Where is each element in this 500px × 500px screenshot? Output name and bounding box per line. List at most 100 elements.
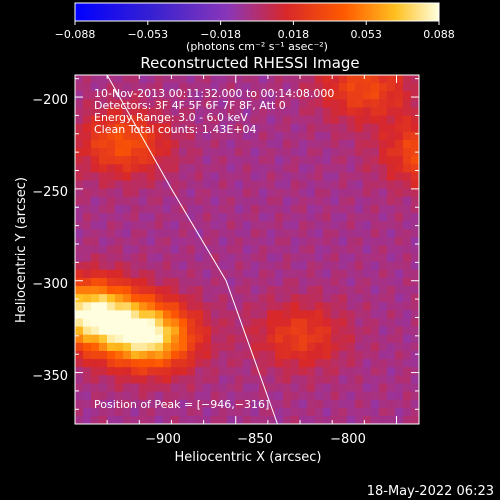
heatmap-cell <box>83 391 92 401</box>
heatmap-cell <box>163 115 172 125</box>
heatmap-cell <box>131 212 140 222</box>
heatmap-cell <box>331 107 340 117</box>
heatmap-cell <box>259 383 268 393</box>
heatmap-cell <box>75 294 84 303</box>
heatmap-cell <box>195 156 204 165</box>
heatmap-cell <box>395 221 404 230</box>
heatmap-cell <box>379 164 388 173</box>
heatmap-cell <box>283 229 292 238</box>
heatmap-cell <box>379 277 388 287</box>
heatmap-cell <box>387 123 396 133</box>
heatmap-cell <box>331 99 340 109</box>
heatmap-cell <box>275 261 284 271</box>
heatmap-cell <box>99 294 108 303</box>
heatmap-cell <box>283 375 292 385</box>
heatmap-cell <box>75 91 84 100</box>
heatmap-cell <box>203 99 212 109</box>
heatmap-cell <box>211 310 220 320</box>
heatmap-cell <box>99 310 108 320</box>
heatmap-cell <box>195 131 204 141</box>
heatmap-cell <box>187 131 196 141</box>
heatmap-cell <box>99 342 108 352</box>
heatmap-cell <box>171 286 180 295</box>
heatmap-cell <box>219 204 228 214</box>
heatmap-cell <box>259 277 268 287</box>
heatmap-cell <box>403 318 412 328</box>
heatmap-cell <box>323 107 332 117</box>
heatmap-cell <box>91 277 100 287</box>
heatmap-cell <box>283 415 292 424</box>
heatmap-cell <box>387 269 396 279</box>
heatmap-cell <box>395 318 404 328</box>
heatmap-cell <box>83 221 92 230</box>
heatmap-cell <box>323 310 332 320</box>
heatmap-cell <box>211 269 220 279</box>
heatmap-cell <box>411 269 419 279</box>
heatmap-cell <box>355 221 364 230</box>
heatmap-cell <box>299 318 308 328</box>
heatmap-cell <box>339 350 348 360</box>
heatmap-cell <box>267 123 276 133</box>
heatmap-cell <box>275 188 284 198</box>
heatmap-cell <box>75 107 84 117</box>
heatmap-cell <box>139 326 148 336</box>
heatmap-cell <box>203 310 212 320</box>
heatmap-cell <box>251 269 260 279</box>
heatmap-cell <box>299 245 308 255</box>
heatmap-cell <box>355 342 364 352</box>
heatmap-cell <box>363 269 372 279</box>
heatmap-cell <box>251 107 260 117</box>
heatmap-cell <box>179 318 188 328</box>
heatmap-cell <box>275 196 284 206</box>
heatmap-cell <box>283 334 292 344</box>
heatmap-cell <box>179 75 188 84</box>
heatmap-cell <box>315 334 324 344</box>
heatmap-cell <box>91 367 100 376</box>
heatmap-cell <box>379 350 388 360</box>
heatmap-cell <box>291 294 300 303</box>
heatmap-cell <box>99 91 108 100</box>
heatmap-cell <box>307 245 316 255</box>
heatmap-cell <box>371 383 380 393</box>
heatmap-cell <box>395 229 404 238</box>
heatmap-cell <box>243 342 252 352</box>
heatmap-cell <box>91 302 100 311</box>
heatmap-cell <box>395 164 404 173</box>
heatmap-cell <box>203 148 212 157</box>
heatmap-cell <box>371 115 380 125</box>
heatmap-cell <box>323 294 332 303</box>
heatmap-cell <box>91 391 100 401</box>
heatmap-cell <box>379 237 388 247</box>
heatmap-cell <box>131 131 140 141</box>
heatmap-cell <box>347 269 356 279</box>
heatmap-cell <box>227 91 236 100</box>
heatmap-cell <box>219 415 228 424</box>
heatmap-cell <box>115 139 124 149</box>
heatmap-cell <box>83 326 92 336</box>
heatmap-cell <box>211 115 220 125</box>
heatmap-cell <box>363 375 372 385</box>
heatmap-cell <box>99 237 108 247</box>
heatmap-cell <box>323 139 332 149</box>
heatmap-cell <box>139 407 148 417</box>
x-axis-label: Heliocentric X (arcsec) <box>175 450 322 465</box>
heatmap-cell <box>339 326 348 336</box>
heatmap-cell <box>187 237 196 247</box>
heatmap-cell <box>163 269 172 279</box>
heatmap-cell <box>227 261 236 271</box>
heatmap-cell <box>251 148 260 157</box>
heatmap-cell <box>91 261 100 271</box>
heatmap-cell <box>75 156 84 165</box>
heatmap-cell <box>203 204 212 214</box>
heatmap-cell <box>195 253 204 263</box>
heatmap-cell <box>259 99 268 109</box>
heatmap-cell <box>307 115 316 125</box>
heatmap-cell <box>115 375 124 385</box>
heatmap-cell <box>315 391 324 401</box>
heatmap-cell <box>195 164 204 173</box>
heatmap-cell <box>115 326 124 336</box>
heatmap-cell <box>363 318 372 328</box>
heatmap-cell <box>203 123 212 133</box>
heatmap-cell <box>163 83 172 92</box>
heatmap-cell <box>387 310 396 320</box>
